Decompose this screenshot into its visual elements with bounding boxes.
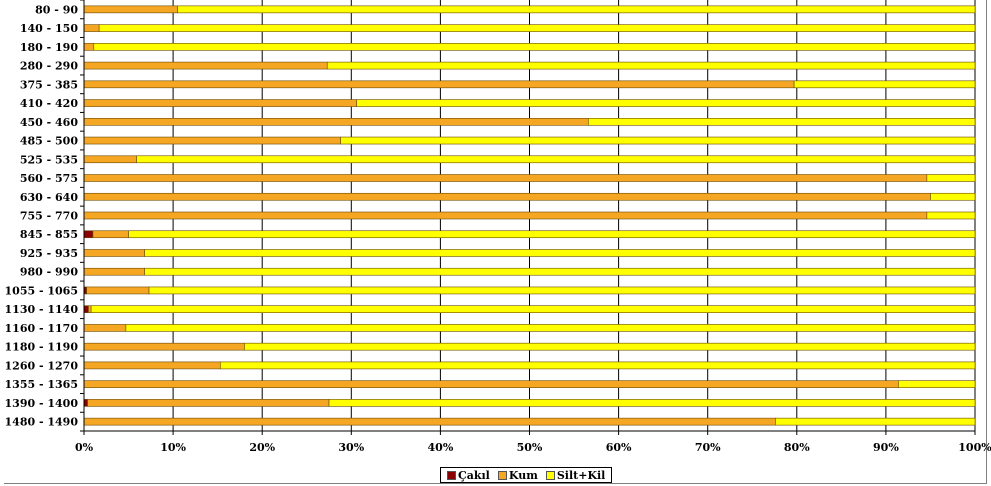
bar-segment bbox=[83, 361, 221, 370]
legend: Çakıl Kum Silt+Kil bbox=[440, 467, 613, 483]
bar-segment bbox=[125, 324, 976, 332]
bar-segment bbox=[356, 99, 976, 107]
x-tick-label: 50% bbox=[517, 441, 543, 454]
bar-segment bbox=[83, 24, 100, 32]
bar-segment bbox=[144, 267, 976, 276]
bar-segment bbox=[83, 417, 776, 426]
y-tick-label: 560 - 575 bbox=[20, 172, 78, 185]
y-tick-label: 375 - 385 bbox=[20, 78, 78, 91]
bar-segment bbox=[775, 417, 976, 426]
x-tick-label: 30% bbox=[338, 441, 364, 454]
bar-segment bbox=[83, 399, 88, 407]
x-tick-label: 20% bbox=[249, 441, 275, 454]
x-tick-label: 100% bbox=[958, 441, 991, 454]
bar-segment bbox=[926, 174, 976, 182]
bar-segment bbox=[83, 211, 928, 220]
bar-segment bbox=[83, 80, 795, 89]
y-tick-label: 525 - 535 bbox=[20, 153, 78, 166]
legend-label-cakil: Çakıl bbox=[458, 468, 490, 482]
bar-segment bbox=[793, 80, 976, 89]
bar-segment bbox=[83, 136, 341, 145]
bar-segment bbox=[83, 155, 137, 164]
x-tick-label: 10% bbox=[160, 441, 186, 454]
bar-segment bbox=[588, 118, 976, 126]
x-tick-label: 0% bbox=[75, 441, 94, 454]
y-tick-label: 80 - 90 bbox=[35, 3, 78, 16]
y-tick-label: 1130 - 1140 bbox=[5, 303, 79, 316]
bar-segment bbox=[83, 43, 95, 51]
bar-segment bbox=[83, 249, 145, 257]
y-tick-label: 450 - 460 bbox=[20, 116, 78, 129]
bar-segment bbox=[326, 61, 976, 70]
bar-segment bbox=[83, 305, 89, 313]
legend-swatch-cakil bbox=[447, 470, 456, 480]
bar-segment bbox=[220, 361, 976, 370]
bar-segment bbox=[92, 230, 129, 239]
x-tick-label: 80% bbox=[784, 441, 810, 454]
legend-item-kum: Kum bbox=[497, 468, 538, 482]
bar-segment bbox=[86, 286, 150, 295]
x-tick-label: 70% bbox=[695, 441, 721, 454]
legend-swatch-silt-kil bbox=[545, 470, 555, 480]
bar-segment bbox=[340, 136, 976, 145]
bar-segment bbox=[83, 342, 245, 351]
y-tick-label: 755 - 770 bbox=[20, 210, 78, 223]
y-tick-label: 1390 - 1400 bbox=[5, 397, 79, 410]
bar-segment bbox=[90, 305, 976, 313]
y-tick-label: 980 - 990 bbox=[20, 266, 78, 279]
bar-segment bbox=[328, 399, 976, 407]
axes bbox=[80, 0, 976, 435]
y-tick-label: 1055 - 1065 bbox=[5, 284, 78, 297]
bar-segment bbox=[926, 211, 976, 220]
y-tick-label: 280 - 290 bbox=[20, 60, 78, 73]
bar-segment bbox=[87, 399, 330, 407]
bar-segment bbox=[136, 155, 976, 164]
y-tick-label: 630 - 640 bbox=[20, 191, 78, 204]
bar-segment bbox=[83, 174, 928, 182]
y-tick-label: 1355 - 1365 bbox=[5, 378, 78, 391]
x-tick-label: 90% bbox=[873, 441, 899, 454]
bar-segment bbox=[128, 230, 976, 239]
bar-segment bbox=[144, 249, 976, 257]
bar-segment bbox=[83, 324, 127, 332]
bar-segment bbox=[83, 192, 931, 201]
bars bbox=[83, 5, 976, 426]
bar-segment bbox=[98, 24, 976, 32]
bar-segment bbox=[83, 99, 357, 107]
bar-segment bbox=[898, 380, 976, 388]
bar-segment bbox=[83, 267, 145, 276]
bar-segment bbox=[93, 43, 976, 51]
y-tick-label: 140 - 150 bbox=[20, 22, 78, 35]
tick-labels: 0% 10% 20% 30% 40% 50% 60% 70% 80% 90% 100% 80 - 90… bbox=[5, 3, 991, 454]
legend-label-kum: Kum bbox=[508, 468, 538, 482]
y-tick-label: 1180 - 1190 bbox=[5, 341, 79, 354]
y-tick-label: 1480 - 1490 bbox=[5, 416, 79, 429]
bar-segment bbox=[930, 192, 976, 201]
x-tick-label: 60% bbox=[606, 441, 632, 454]
chart-frame bbox=[4, 0, 987, 484]
y-tick-label: 1160 - 1170 bbox=[5, 322, 79, 335]
bar-segment bbox=[177, 5, 976, 14]
bar-segment bbox=[83, 118, 589, 126]
legend-item-silt-kil: Silt+Kil bbox=[545, 468, 606, 482]
y-tick-label: 925 - 935 bbox=[20, 247, 78, 260]
y-tick-label: 180 - 190 bbox=[20, 41, 78, 54]
bar-segment bbox=[83, 230, 94, 239]
legend-swatch-kum bbox=[497, 470, 507, 480]
bar-segment bbox=[83, 5, 178, 14]
bar-segment bbox=[244, 342, 976, 351]
y-tick-label: 410 - 420 bbox=[20, 97, 78, 110]
y-tick-label: 1260 - 1270 bbox=[5, 359, 79, 372]
bar-segment bbox=[83, 380, 899, 388]
bar-segment bbox=[83, 61, 328, 70]
legend-label-silt-kil: Silt+Kil bbox=[556, 468, 606, 482]
bar-segment bbox=[148, 286, 976, 295]
y-tick-label: 845 - 855 bbox=[20, 228, 78, 241]
y-tick-label: 485 - 500 bbox=[20, 135, 78, 148]
legend-item-cakil: Çakıl bbox=[447, 469, 490, 482]
bar-segment bbox=[88, 305, 92, 313]
x-tick-label: 40% bbox=[428, 441, 454, 454]
